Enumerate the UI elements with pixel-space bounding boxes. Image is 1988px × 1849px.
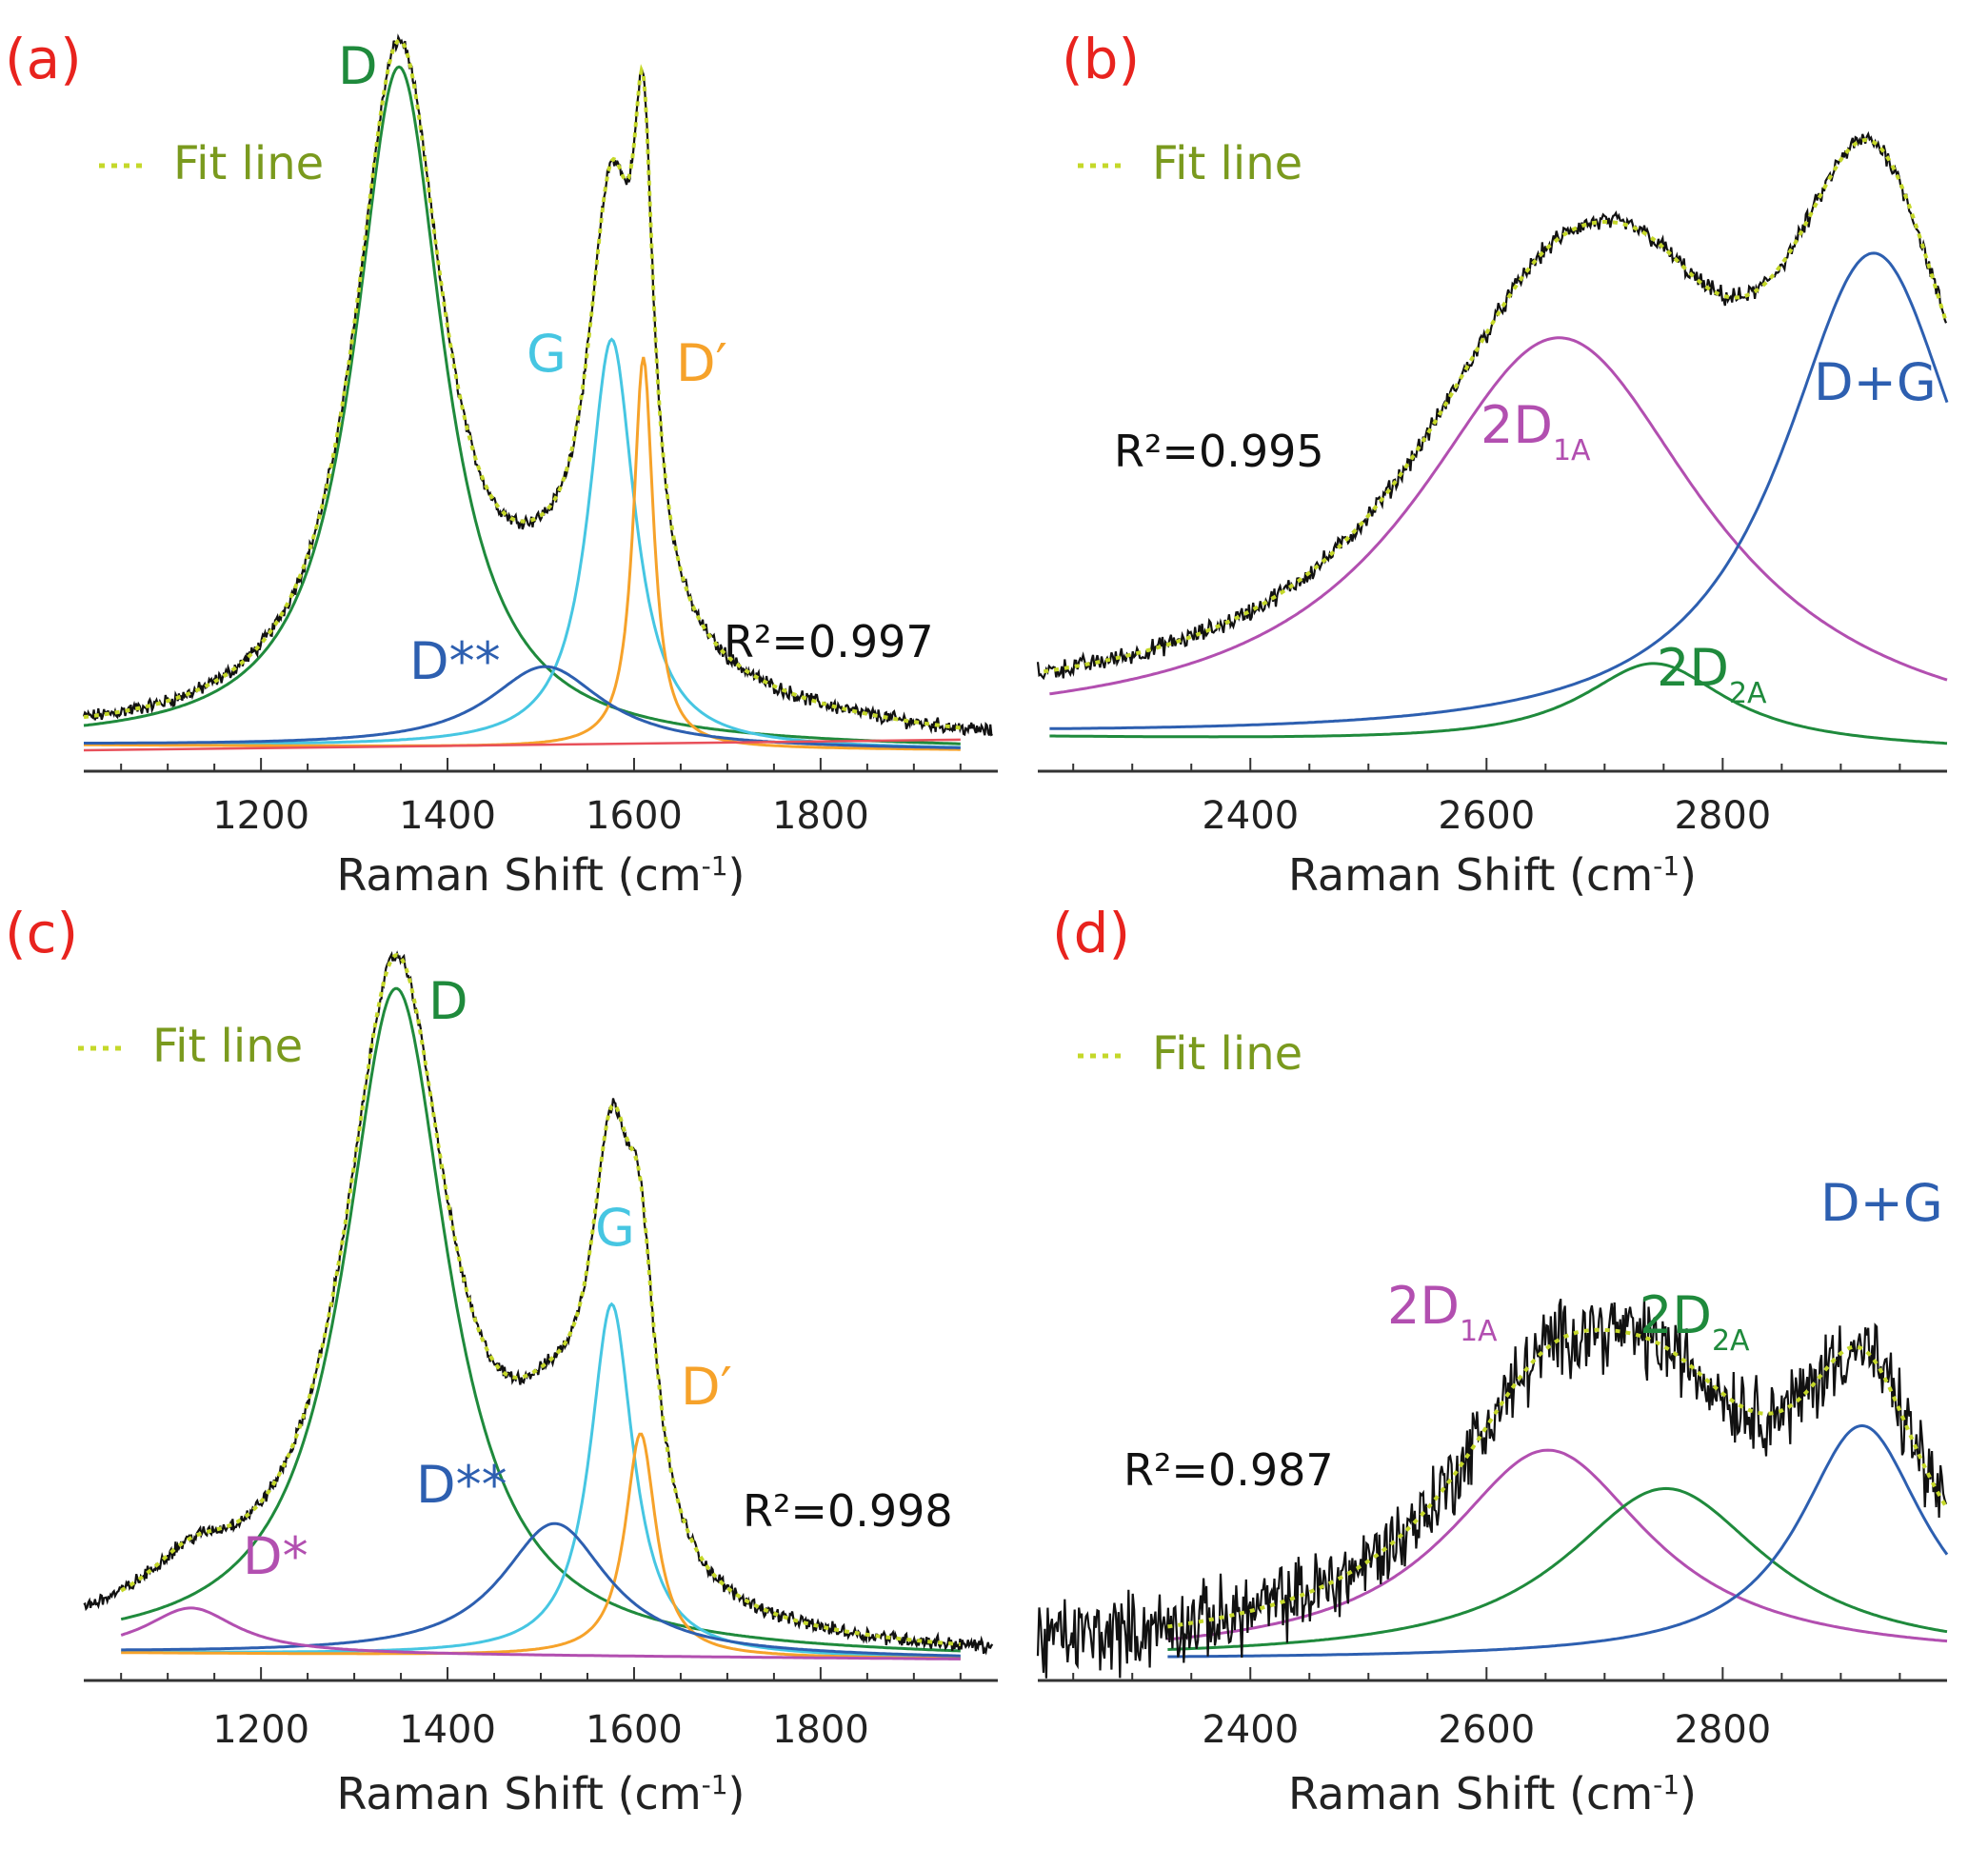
x-tick-label: 2600: [1438, 794, 1535, 838]
component-curve-d-plus-g: [1167, 1423, 1949, 1659]
panel-b: (b) 2400 2600 2800 Raman Shift (cm-1) Fit lin…: [1036, 27, 1949, 901]
peak-label-2d-1a: 2D1A: [1481, 395, 1591, 467]
component-curve-d: [120, 986, 961, 1653]
panel-d: (d) 2400 2600 2800 Raman Shift (cm-1) Fit lin…: [1036, 901, 1949, 1819]
r-squared-label: R²=0.998: [743, 1485, 953, 1537]
x-axis-title: Raman Shift (cm-1): [1288, 849, 1697, 901]
component-curve-d-prime: [84, 356, 961, 751]
component-curve-g: [83, 337, 961, 749]
panel-letter: (d): [1052, 901, 1130, 965]
component-curve-d-star-star: [121, 1521, 961, 1658]
peak-label-2d-2a: 2D2A: [1640, 1285, 1750, 1358]
r-squared-label: R²=0.987: [1123, 1444, 1334, 1496]
x-tick-label: 2600: [1438, 1708, 1535, 1752]
peak-label-d-star: D*: [243, 1526, 308, 1586]
legend-fit-label: Fit line: [173, 137, 324, 190]
panel-letter: (b): [1062, 27, 1140, 91]
panel-letter: (c): [5, 901, 78, 965]
component-curve-2d-1a: [1167, 1448, 1948, 1643]
component-curve-d-star-star: [84, 665, 961, 749]
x-tick-label: 1600: [586, 794, 683, 838]
component-curve-d-prime: [121, 1432, 961, 1660]
x-tick-label: 1200: [212, 794, 309, 838]
x-tick-label: 2800: [1674, 1708, 1771, 1752]
x-tick-label: 2800: [1674, 794, 1771, 838]
x-tick-label: 2400: [1202, 1708, 1299, 1752]
fit-line: [1167, 1327, 1949, 1629]
component-curve-2d-2a: [1167, 1486, 1948, 1651]
raw-spectrum: [1036, 130, 1948, 681]
component-curve-d: [83, 65, 961, 746]
x-tick-label: 1600: [586, 1708, 683, 1752]
panel-letter: (a): [5, 27, 82, 91]
x-tick-label: 1200: [212, 1708, 309, 1752]
panel-a: (a) 1200 1400 1600 1800 Raman Shift (cm-1) Fit…: [5, 27, 998, 901]
fit-line: [1043, 137, 1948, 674]
peak-label-d-plus-g: D+G: [1814, 352, 1937, 412]
legend-fit-label: Fit line: [152, 1020, 303, 1073]
peak-label-d: D: [338, 36, 378, 96]
peak-label-d-prime: D′: [681, 1357, 732, 1417]
legend-fit-label: Fit line: [1152, 1027, 1302, 1081]
peak-label-d-plus-g: D+G: [1820, 1173, 1943, 1233]
x-tick-label: 1800: [772, 1708, 869, 1752]
component-curve-2d-1a: [1049, 336, 1948, 696]
x-axis-title: Raman Shift (cm-1): [1288, 1768, 1697, 1819]
r-squared-label: R²=0.995: [1114, 426, 1324, 477]
x-tick-label: 1800: [772, 794, 869, 838]
panel-c: (c) 1200 1400 1600 1800 Raman Shift (cm-1) Fit…: [5, 901, 998, 1819]
raw-spectrum: [1036, 1298, 1948, 1679]
x-axis-title: Raman Shift (cm-1): [336, 1768, 745, 1819]
x-tick-label: 1400: [399, 794, 496, 838]
raw-spectrum: [83, 950, 994, 1656]
x-axis-title: Raman Shift (cm-1): [336, 849, 745, 901]
component-curve-d-star: [120, 1606, 961, 1660]
legend-fit-label: Fit line: [1152, 137, 1302, 190]
component-curve-d-plus-g: [1049, 251, 1949, 730]
peak-label-d: D: [428, 971, 468, 1031]
x-tick-label: 2400: [1202, 794, 1299, 838]
peak-label-d-star-star: D**: [409, 631, 501, 691]
x-tick-label: 1400: [399, 1708, 496, 1752]
peak-label-2d-1a: 2D1A: [1387, 1276, 1498, 1348]
peak-label-g: G: [595, 1198, 635, 1258]
component-curve-g: [121, 1302, 961, 1660]
baseline-curve: [83, 738, 961, 752]
fit-line: [83, 38, 962, 730]
r-squared-label: R²=0.997: [724, 616, 934, 667]
peak-label-d-prime: D′: [676, 333, 727, 393]
peak-label-2d-2a: 2D2A: [1657, 638, 1767, 710]
fit-line: [120, 953, 961, 1646]
component-curve-2d-2a: [1049, 662, 1948, 746]
peak-label-g: G: [527, 324, 567, 384]
peak-label-d-star-star: D**: [416, 1455, 507, 1515]
